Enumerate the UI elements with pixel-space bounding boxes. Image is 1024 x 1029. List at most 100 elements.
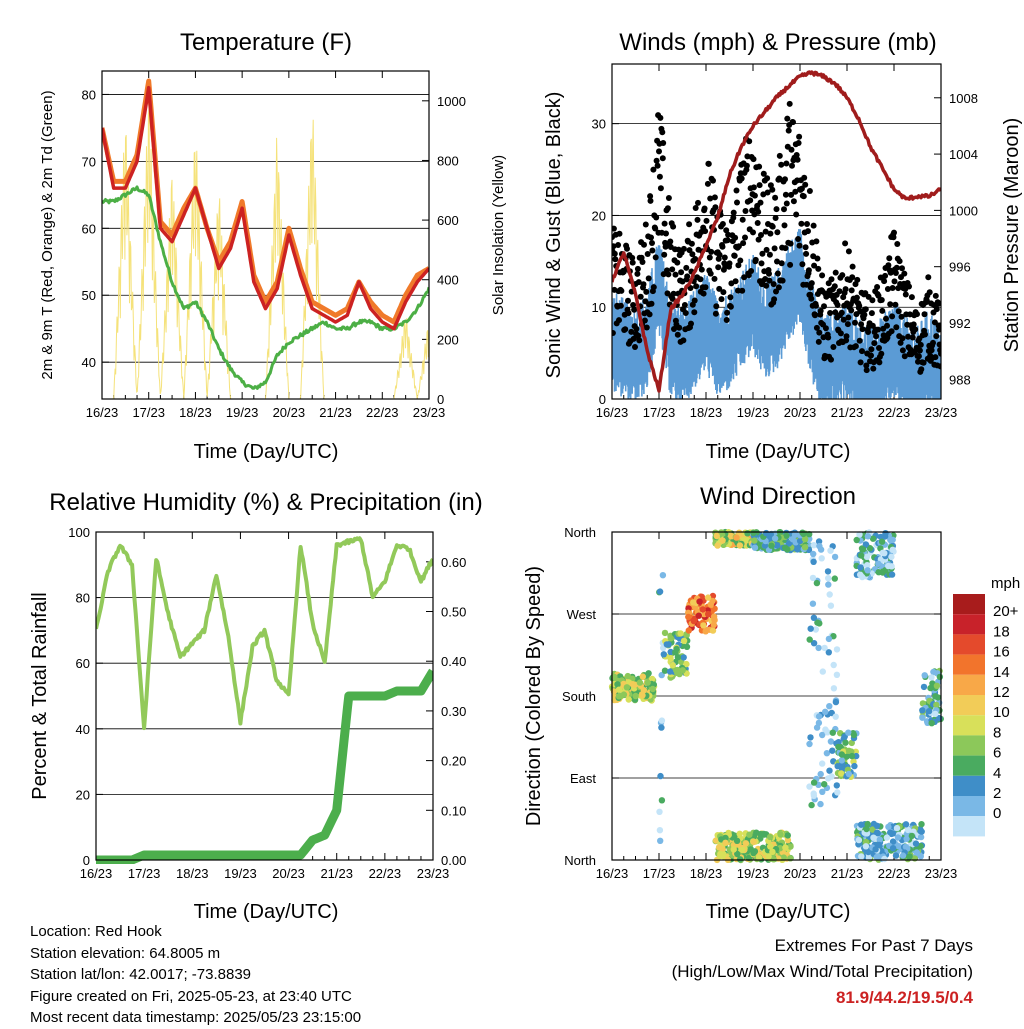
y-tick-label-right: 0.50	[441, 605, 466, 620]
gust-point	[793, 211, 800, 218]
direction-point	[872, 846, 879, 853]
direction-point	[932, 710, 939, 718]
gust-point	[887, 301, 894, 308]
x-tick-label: 17/23	[643, 866, 676, 881]
direction-point	[879, 568, 886, 575]
direction-point	[783, 532, 790, 539]
direction-point	[632, 692, 639, 700]
direction-point	[765, 853, 772, 860]
y-tick-label: 80	[76, 591, 90, 606]
direction-point	[919, 707, 926, 714]
direction-ylabel-left: Direction (Colored By Speed)	[523, 566, 545, 826]
gust-point	[849, 274, 856, 281]
gust-point	[769, 186, 776, 193]
direction-point	[862, 541, 869, 548]
y-tick-label: 40	[76, 722, 90, 737]
legend-label: 20+	[993, 603, 1019, 620]
direction-point	[833, 646, 841, 653]
temperature-ylabel-right: Solar Insolation (Yellow)	[490, 155, 507, 315]
direction-point	[815, 644, 822, 652]
gust-point	[630, 302, 637, 308]
direction-point	[835, 739, 842, 746]
direction-point	[902, 821, 910, 828]
gust-point	[815, 338, 822, 345]
gust-point	[861, 311, 868, 318]
direction-point	[823, 750, 831, 757]
direction-point	[889, 838, 897, 845]
extremes-heading: Extremes For Past 7 Days	[774, 936, 973, 955]
gust-point	[889, 285, 896, 291]
gust-point	[887, 269, 894, 276]
y-tick-label-right: 992	[949, 316, 971, 331]
solar-line	[102, 108, 429, 399]
gust-point	[881, 278, 888, 285]
direction-point	[906, 853, 913, 860]
direction-point	[928, 674, 935, 681]
gust-point	[863, 362, 870, 369]
legend-label: 14	[993, 664, 1010, 681]
direction-point	[806, 740, 813, 748]
gust-point	[727, 294, 734, 301]
gust-point	[891, 229, 897, 236]
direction-point	[796, 537, 804, 545]
direction-point	[696, 598, 703, 605]
gust-point	[859, 326, 866, 333]
legend-label: 2	[993, 785, 1001, 802]
gust-point	[688, 320, 694, 327]
temperature-title: Temperature (F)	[180, 29, 352, 56]
direction-point	[794, 546, 801, 553]
gust-point	[735, 262, 742, 269]
gust-point	[863, 367, 870, 374]
gust-point	[793, 152, 800, 158]
gust-point	[781, 206, 787, 213]
gust-point	[674, 259, 681, 266]
gust-point	[711, 194, 718, 201]
direction-point	[842, 739, 849, 746]
gust-point	[665, 271, 672, 278]
gust-point	[657, 114, 664, 121]
direction-point	[894, 834, 902, 841]
gust-point	[738, 175, 745, 182]
gust-point	[617, 302, 624, 309]
gust-point	[766, 270, 772, 277]
gust-point	[702, 228, 709, 235]
x-tick-label: 19/23	[226, 405, 259, 420]
gust-point	[792, 188, 799, 195]
direction-point	[784, 832, 791, 839]
gust-point	[648, 234, 654, 241]
gust-point	[873, 333, 880, 340]
dewpoint-line	[102, 185, 429, 390]
gust-point	[756, 182, 763, 189]
gust-point	[906, 283, 912, 290]
gust-point	[868, 310, 875, 317]
legend-swatch	[953, 674, 985, 695]
direction-point	[699, 606, 706, 613]
gust-point	[708, 248, 715, 255]
direction-point	[912, 840, 920, 847]
direction-point	[816, 620, 823, 627]
elevation-text: Station elevation: 64.8005 m	[30, 944, 221, 962]
gust-point	[782, 245, 789, 252]
direction-point	[853, 536, 860, 544]
direction-point	[826, 703, 833, 710]
temperature-panel: Temperature (F) Time (Day/UTC) 2m & 9m T (…	[39, 29, 507, 463]
gust-point	[659, 155, 666, 162]
gust-point	[652, 225, 659, 232]
direction-point	[768, 542, 775, 549]
direction-point	[921, 672, 928, 679]
gust-point	[712, 204, 719, 211]
direction-point	[889, 546, 896, 553]
direction-point	[813, 579, 821, 587]
gust-point	[918, 366, 925, 373]
y-tick-label-right: 1000	[949, 203, 978, 218]
gust-point	[788, 146, 795, 153]
direction-point	[825, 775, 832, 782]
x-tick-label: 16/23	[86, 405, 119, 420]
gust-point	[752, 256, 759, 263]
gust-point	[882, 272, 889, 279]
direction-point	[667, 655, 674, 662]
direction-point	[866, 545, 874, 552]
direction-point	[869, 826, 876, 833]
direction-point	[750, 529, 757, 537]
gust-point	[625, 310, 632, 317]
